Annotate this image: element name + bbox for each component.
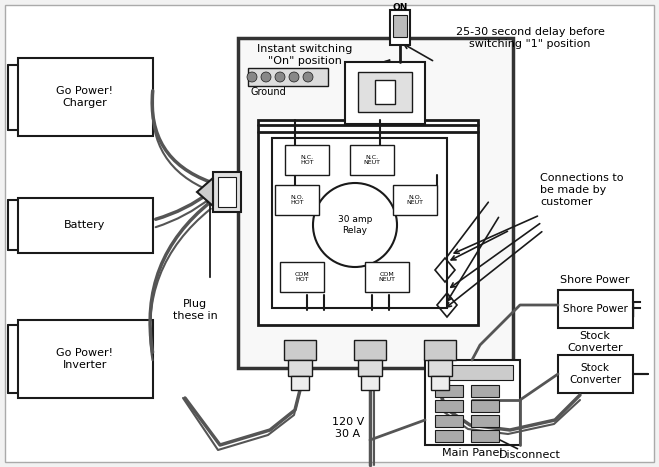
Text: 120 V
30 A: 120 V 30 A bbox=[332, 417, 364, 439]
Text: Connections to
be made by
customer: Connections to be made by customer bbox=[540, 173, 623, 206]
Text: Shore Power: Shore Power bbox=[560, 275, 630, 285]
Bar bbox=[354, 340, 386, 360]
Bar bbox=[291, 376, 309, 390]
Text: N.O.
NEUT: N.O. NEUT bbox=[407, 195, 424, 205]
Bar bbox=[428, 360, 452, 376]
Bar bbox=[471, 400, 499, 412]
Circle shape bbox=[289, 72, 299, 82]
Bar bbox=[238, 38, 513, 368]
Bar bbox=[275, 185, 319, 215]
Bar bbox=[393, 185, 437, 215]
Bar bbox=[435, 430, 463, 442]
Bar bbox=[358, 360, 382, 376]
Bar bbox=[361, 376, 379, 390]
Circle shape bbox=[275, 72, 285, 82]
Polygon shape bbox=[197, 178, 213, 206]
Text: Main Panel: Main Panel bbox=[442, 448, 502, 458]
Text: N.O.
HOT: N.O. HOT bbox=[290, 195, 304, 205]
Text: Plug
these in: Plug these in bbox=[173, 299, 217, 321]
Text: Go Power!
Inverter: Go Power! Inverter bbox=[57, 348, 113, 370]
Circle shape bbox=[247, 72, 257, 82]
Bar bbox=[432, 365, 513, 380]
Text: 30 amp
Relay: 30 amp Relay bbox=[338, 215, 372, 235]
Bar bbox=[218, 177, 236, 207]
Bar bbox=[358, 72, 412, 112]
Bar bbox=[558, 290, 633, 328]
Bar bbox=[431, 376, 449, 390]
Bar bbox=[345, 62, 425, 124]
Bar bbox=[18, 320, 153, 398]
Text: Disconnect: Disconnect bbox=[499, 450, 561, 460]
Bar bbox=[393, 15, 407, 37]
Bar bbox=[425, 360, 520, 445]
Bar bbox=[424, 340, 456, 360]
Bar bbox=[350, 145, 394, 175]
Text: Battery: Battery bbox=[65, 220, 105, 230]
Bar bbox=[18, 198, 153, 253]
Bar bbox=[365, 262, 409, 292]
Bar bbox=[471, 430, 499, 442]
Bar bbox=[471, 385, 499, 397]
Text: Ground: Ground bbox=[250, 87, 286, 97]
Text: Stock
Converter: Stock Converter bbox=[567, 331, 623, 353]
Text: Stock
Converter: Stock Converter bbox=[569, 363, 621, 385]
Bar bbox=[285, 145, 329, 175]
Bar bbox=[18, 58, 153, 136]
Text: ON: ON bbox=[392, 2, 408, 12]
Text: Instant switching
"On" position: Instant switching "On" position bbox=[257, 44, 353, 66]
Bar bbox=[284, 340, 316, 360]
Text: 25-30 second delay before
switching "1" position: 25-30 second delay before switching "1" … bbox=[455, 27, 604, 49]
Circle shape bbox=[313, 183, 397, 267]
Text: N.C.
NEUT: N.C. NEUT bbox=[364, 155, 380, 165]
Bar bbox=[258, 120, 478, 325]
Bar bbox=[248, 68, 328, 86]
Bar bbox=[435, 400, 463, 412]
Bar bbox=[213, 172, 241, 212]
Text: COM
NEUT: COM NEUT bbox=[378, 272, 395, 283]
Bar bbox=[558, 355, 633, 393]
Bar bbox=[288, 360, 312, 376]
Text: Go Power!
Charger: Go Power! Charger bbox=[57, 86, 113, 108]
Bar bbox=[390, 10, 410, 45]
Bar bbox=[435, 415, 463, 427]
Text: COM
HOT: COM HOT bbox=[295, 272, 309, 283]
Bar bbox=[435, 385, 463, 397]
Bar bbox=[272, 138, 447, 308]
Bar bbox=[280, 262, 324, 292]
Bar bbox=[375, 80, 395, 104]
Bar bbox=[471, 415, 499, 427]
Text: N.C.
HOT: N.C. HOT bbox=[301, 155, 314, 165]
Circle shape bbox=[261, 72, 271, 82]
Circle shape bbox=[303, 72, 313, 82]
Text: Shore Power: Shore Power bbox=[563, 304, 627, 314]
